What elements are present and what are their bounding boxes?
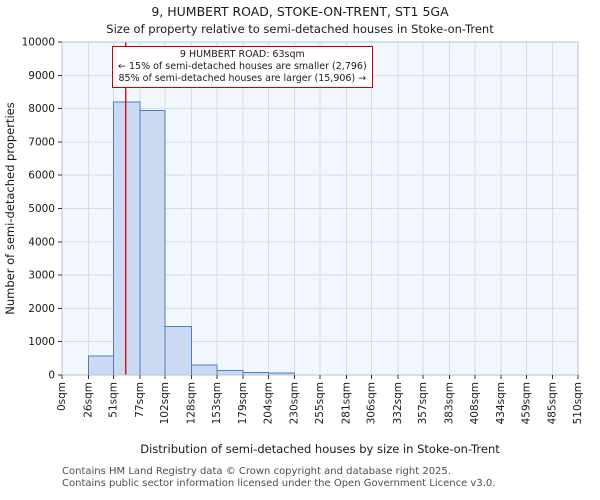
chart-subtitle: Size of property relative to semi-detach… bbox=[106, 22, 494, 36]
x-tick-label: 128sqm bbox=[186, 382, 198, 424]
y-tick-label: 2000 bbox=[28, 303, 55, 315]
histogram-bar bbox=[87, 355, 115, 376]
attribution-line-1: Contains HM Land Registry data © Crown c… bbox=[62, 466, 451, 477]
x-tick-label: 102sqm bbox=[159, 382, 171, 424]
x-tick-label: 26sqm bbox=[82, 382, 94, 418]
x-tick-label: 485sqm bbox=[547, 382, 559, 424]
histogram-bar bbox=[216, 370, 244, 376]
x-tick-label: 77sqm bbox=[134, 382, 146, 418]
x-tick-label: 281sqm bbox=[340, 382, 352, 424]
histogram-bar bbox=[139, 109, 166, 376]
x-tick-label: 357sqm bbox=[417, 382, 429, 424]
y-tick-label: 0 bbox=[48, 370, 55, 382]
y-tick-label: 4000 bbox=[28, 236, 55, 248]
x-tick-label: 383sqm bbox=[444, 382, 456, 424]
attribution-footer: Contains HM Land Registry data © Crown c… bbox=[62, 466, 495, 489]
x-tick-label: 408sqm bbox=[469, 382, 481, 424]
x-tick-label: 179sqm bbox=[237, 382, 249, 424]
y-tick-label: 9000 bbox=[28, 70, 55, 82]
x-tick-label: 0sqm bbox=[56, 382, 68, 411]
y-tick-label: 10000 bbox=[22, 37, 55, 49]
histogram-plot: 0 1000 2000 3000 4000 5000 6000 7000 8000 9000 100… bbox=[3, 37, 584, 457]
annotation-property-line: 9 HUMBERT ROAD: 63sqm bbox=[179, 49, 305, 60]
annotation-larger-line: 85% of semi-detached houses are larger (… bbox=[118, 73, 367, 84]
y-tick-label: 1000 bbox=[28, 336, 55, 348]
histogram-bar bbox=[191, 364, 218, 376]
x-tick-label: 459sqm bbox=[520, 382, 532, 424]
histogram-bar bbox=[164, 326, 193, 376]
x-tick-label: 255sqm bbox=[314, 382, 326, 424]
y-tick-label: 5000 bbox=[28, 203, 55, 215]
y-axis-label: Number of semi-detached properties bbox=[3, 102, 17, 314]
annotation-smaller-line: ← 15% of semi-detached houses are smalle… bbox=[118, 61, 367, 72]
attribution-line-2: Contains public sector information licen… bbox=[62, 477, 496, 489]
x-tick-label: 434sqm bbox=[495, 382, 507, 424]
y-tick-label: 6000 bbox=[28, 170, 55, 182]
y-tick-label: 8000 bbox=[28, 103, 55, 115]
x-tick-label: 51sqm bbox=[108, 382, 120, 418]
x-tick-label: 306sqm bbox=[366, 382, 378, 424]
chart-title: 9, HUMBERT ROAD, STOKE-ON-TRENT, ST1 5GA bbox=[151, 4, 449, 19]
y-tick-label: 3000 bbox=[28, 270, 55, 282]
y-tick-label: 7000 bbox=[28, 136, 55, 148]
x-tick-label: 332sqm bbox=[392, 382, 404, 424]
marker-annotation-box: 9 HUMBERT ROAD: 63sqm ← 15% of semi-deta… bbox=[112, 46, 373, 88]
x-tick-label: 510sqm bbox=[572, 382, 584, 424]
histogram-bar bbox=[113, 101, 141, 376]
x-tick-label: 230sqm bbox=[289, 382, 301, 424]
x-axis-label: Distribution of semi-detached houses by … bbox=[140, 442, 500, 456]
x-tick-label: 204sqm bbox=[262, 382, 274, 424]
x-tick-label: 153sqm bbox=[211, 382, 223, 424]
